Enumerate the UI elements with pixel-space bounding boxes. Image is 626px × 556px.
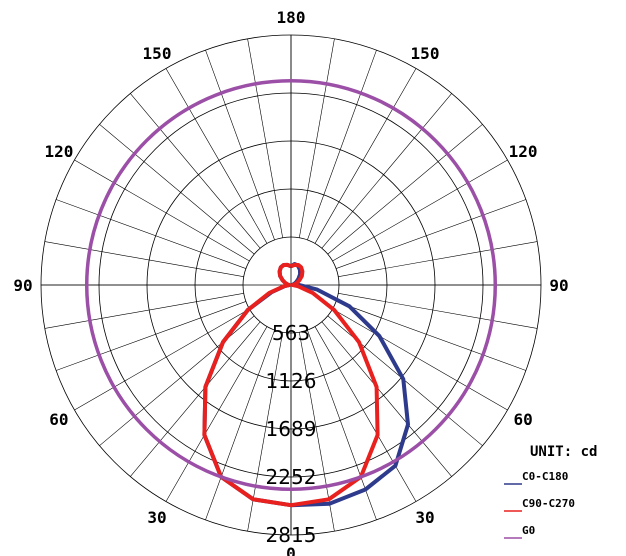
angle-label: 180: [277, 8, 306, 27]
grid-spoke: [205, 330, 275, 521]
grid-spoke: [314, 326, 417, 502]
grid-spoke: [327, 124, 483, 255]
grid-spoke: [74, 308, 250, 411]
ring-label: 2815: [266, 523, 317, 547]
angle-label: 60: [513, 410, 532, 429]
grid-spoke: [321, 93, 452, 249]
legend-entry: G0: [522, 524, 535, 537]
angle-label: 150: [411, 44, 440, 63]
grid-spoke: [299, 38, 335, 238]
grid-spoke: [307, 49, 377, 240]
angle-label: 60: [49, 410, 68, 429]
grid-spoke: [130, 321, 261, 477]
grid-spoke: [74, 159, 250, 262]
grid-spoke: [205, 49, 275, 240]
grid-spoke: [99, 315, 255, 446]
angle-label: 30: [147, 508, 166, 527]
grid-spoke: [332, 159, 508, 262]
grid-spoke: [165, 68, 268, 244]
grid-spoke: [321, 321, 452, 477]
angle-label: 150: [143, 44, 172, 63]
ring-label: 1689: [266, 417, 317, 441]
angle-label: 90: [13, 276, 32, 295]
angle-label: 120: [509, 142, 538, 161]
series-curve-1: [202, 262, 380, 508]
angle-labels: 0 30 60 90 120 150 180 150 120 90 60 30: [13, 8, 568, 556]
grid-spoke: [336, 301, 527, 371]
ring-label: 563: [272, 321, 310, 345]
angle-label: 30: [415, 508, 434, 527]
grid-spoke: [44, 241, 244, 277]
angle-label: 90: [549, 276, 568, 295]
unit-label: UNIT: cd: [530, 444, 597, 460]
angle-label: 0: [286, 544, 296, 556]
grid-spoke: [44, 293, 244, 329]
ring-label: 2252: [266, 465, 317, 489]
grid-spoke: [336, 199, 527, 269]
legend: UNIT: cd C0-C180 C90-C270 G0: [504, 444, 597, 539]
grid-spoke: [130, 93, 261, 249]
light-distribution-curves: [84, 78, 498, 508]
ring-label: 1126: [266, 369, 317, 393]
ring-labels: 563 1126 1689 2252 2815: [266, 321, 317, 547]
grid-spoke: [332, 308, 508, 411]
grid-spoke: [338, 241, 538, 277]
grid-spoke: [338, 293, 538, 329]
series-curve-2: [84, 78, 498, 492]
grid-spoke: [99, 124, 255, 255]
angle-label: 120: [44, 142, 73, 161]
grid-spoke: [165, 326, 268, 502]
grid-spoke: [55, 199, 246, 269]
legend-entry: C0-C180: [522, 470, 568, 483]
legend-entry: C90-C270: [522, 497, 575, 510]
grid-spoke: [247, 38, 283, 238]
grid-spoke: [314, 68, 417, 244]
grid-spoke: [55, 301, 246, 371]
